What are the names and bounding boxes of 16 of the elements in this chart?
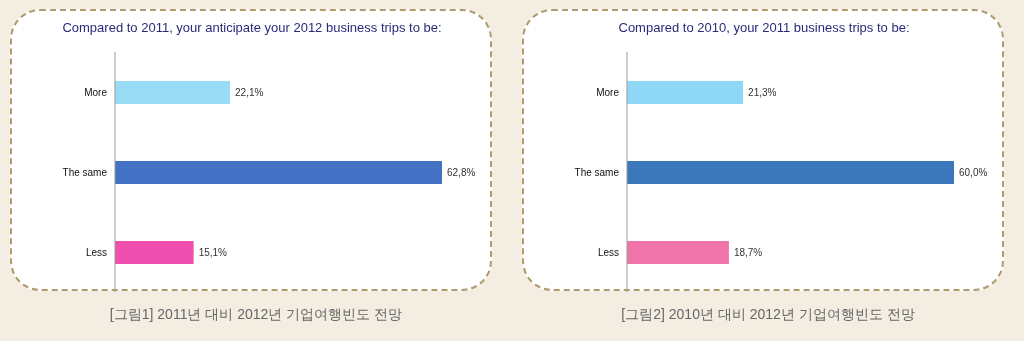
- y-tick-label: The same: [574, 166, 620, 178]
- chart-title: Compared to 2010, your 2011 business trips to be:: [617, 20, 911, 35]
- y-tick-label: The same: [62, 166, 108, 178]
- data-label: 15,1%: [198, 247, 228, 259]
- chart-title: Compared to 2011, your anticipate your 2012 business trips to be:: [61, 20, 443, 35]
- data-label: 60,0%: [959, 167, 988, 179]
- data-label: 21,3%: [748, 87, 777, 99]
- text: [그림2] 2010년 대비 2012년 기업여행빈도 전망: [620, 306, 916, 324]
- data-label: 62,8%: [447, 167, 476, 179]
- y-tick-label: More: [596, 86, 620, 98]
- y-tick-label: Less: [597, 246, 619, 258]
- y-tick-label: Less: [85, 246, 107, 258]
- y-tick-label: More: [84, 86, 108, 98]
- data-label: 22,1%: [235, 87, 264, 99]
- text: [그림1] 2011년 대비 2012년 기업여행빈도 전망: [108, 306, 404, 324]
- data-label: 18,7%: [733, 247, 763, 259]
